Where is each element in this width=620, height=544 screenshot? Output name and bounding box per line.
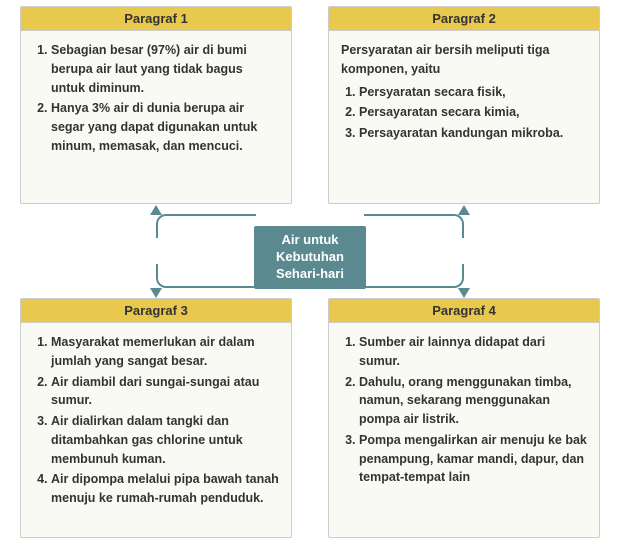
box-header: Paragraf 4: [329, 299, 599, 323]
list-item: Air dialirkan dalam tangki dan ditambahk…: [51, 412, 279, 468]
arrow-bl: [150, 288, 162, 298]
box-paragraf-1: Paragraf 1 Sebagian besar (97%) air di b…: [20, 6, 292, 204]
arrow-tl: [150, 205, 162, 215]
list-item: Persyaratan secara fisik,: [359, 83, 587, 102]
list-item: Sebagian besar (97%) air di bumi berupa …: [51, 41, 279, 97]
arrow-br: [458, 288, 470, 298]
list-item: Persayaratan secara kimia,: [359, 103, 587, 122]
center-line3: Sehari-hari: [268, 266, 352, 283]
box-list: Sumber air lainnya didapat dari sumur.Da…: [341, 333, 587, 487]
box-header: Paragraf 1: [21, 7, 291, 31]
list-item: Persayaratan kandungan mikroba.: [359, 124, 587, 143]
arrow-tr: [458, 205, 470, 215]
box-header: Paragraf 2: [329, 7, 599, 31]
connector-tl: [156, 214, 256, 238]
box-paragraf-3: Paragraf 3 Masyarakat memerlukan air dal…: [20, 298, 292, 538]
box-intro: Persyaratan air bersih meliputi tiga kom…: [341, 41, 587, 79]
connector-tr: [364, 214, 464, 238]
box-header: Paragraf 3: [21, 299, 291, 323]
list-item: Sumber air lainnya didapat dari sumur.: [359, 333, 587, 371]
box-body: Sumber air lainnya didapat dari sumur.Da…: [329, 323, 599, 499]
list-item: Air diambil dari sungai-sungai atau sumu…: [51, 373, 279, 411]
center-line1: Air untuk: [268, 232, 352, 249]
list-item: Air dipompa melalui pipa bawah tanah men…: [51, 470, 279, 508]
box-body: Masyarakat memerlukan air dalam jumlah y…: [21, 323, 291, 520]
box-list: Sebagian besar (97%) air di bumi berupa …: [33, 41, 279, 156]
box-list: Masyarakat memerlukan air dalam jumlah y…: [33, 333, 279, 508]
box-body: Persyaratan air bersih meliputi tiga kom…: [329, 31, 599, 155]
box-list: Persyaratan secara fisik,Persayaratan se…: [341, 83, 587, 143]
connector-br: [364, 264, 464, 288]
list-item: Hanya 3% air di dunia berupa air segar y…: [51, 99, 279, 155]
box-paragraf-4: Paragraf 4 Sumber air lainnya didapat da…: [328, 298, 600, 538]
box-paragraf-2: Paragraf 2 Persyaratan air bersih melipu…: [328, 6, 600, 204]
connector-bl: [156, 264, 256, 288]
box-body: Sebagian besar (97%) air di bumi berupa …: [21, 31, 291, 168]
list-item: Masyarakat memerlukan air dalam jumlah y…: [51, 333, 279, 371]
list-item: Pompa mengalirkan air menuju ke bak pena…: [359, 431, 587, 487]
center-topic: Air untuk Kebutuhan Sehari-hari: [254, 226, 366, 289]
list-item: Dahulu, orang menggunakan timba, namun, …: [359, 373, 587, 429]
center-line2: Kebutuhan: [268, 249, 352, 266]
